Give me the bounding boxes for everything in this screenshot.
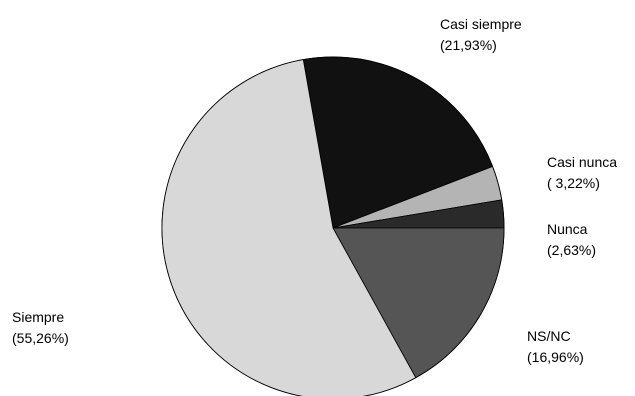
label-casi-siempre-value: (21,93%) [440, 37, 497, 53]
label-casi-nunca-value: ( 3,22%) [547, 175, 600, 191]
label-ns-nc-name: NS/NC [527, 328, 571, 344]
label-nunca-value: (2,63%) [547, 242, 597, 258]
pie-slice-siempre [161, 59, 417, 396]
label-nunca: Nunca (2,63%) [547, 219, 596, 261]
label-nunca-name: Nunca [547, 221, 588, 237]
label-casi-nunca: Casi nunca ( 3,22%) [547, 152, 617, 194]
label-siempre-value: (55,26%) [12, 330, 69, 346]
label-ns-nc-value: (16,96%) [527, 349, 584, 365]
label-siempre-name: Siempre [12, 309, 65, 325]
label-siempre: Siempre (55,26%) [12, 307, 69, 349]
label-casi-siempre: Casi siempre (21,93%) [440, 14, 522, 56]
pie-slice-ns-nc [332, 227, 505, 379]
label-casi-siempre-name: Casi siempre [440, 16, 522, 32]
label-casi-nunca-name: Casi nunca [547, 154, 618, 170]
pie-slice-casi-siempre [302, 56, 494, 229]
label-ns-nc: NS/NC (16,96%) [527, 326, 584, 368]
